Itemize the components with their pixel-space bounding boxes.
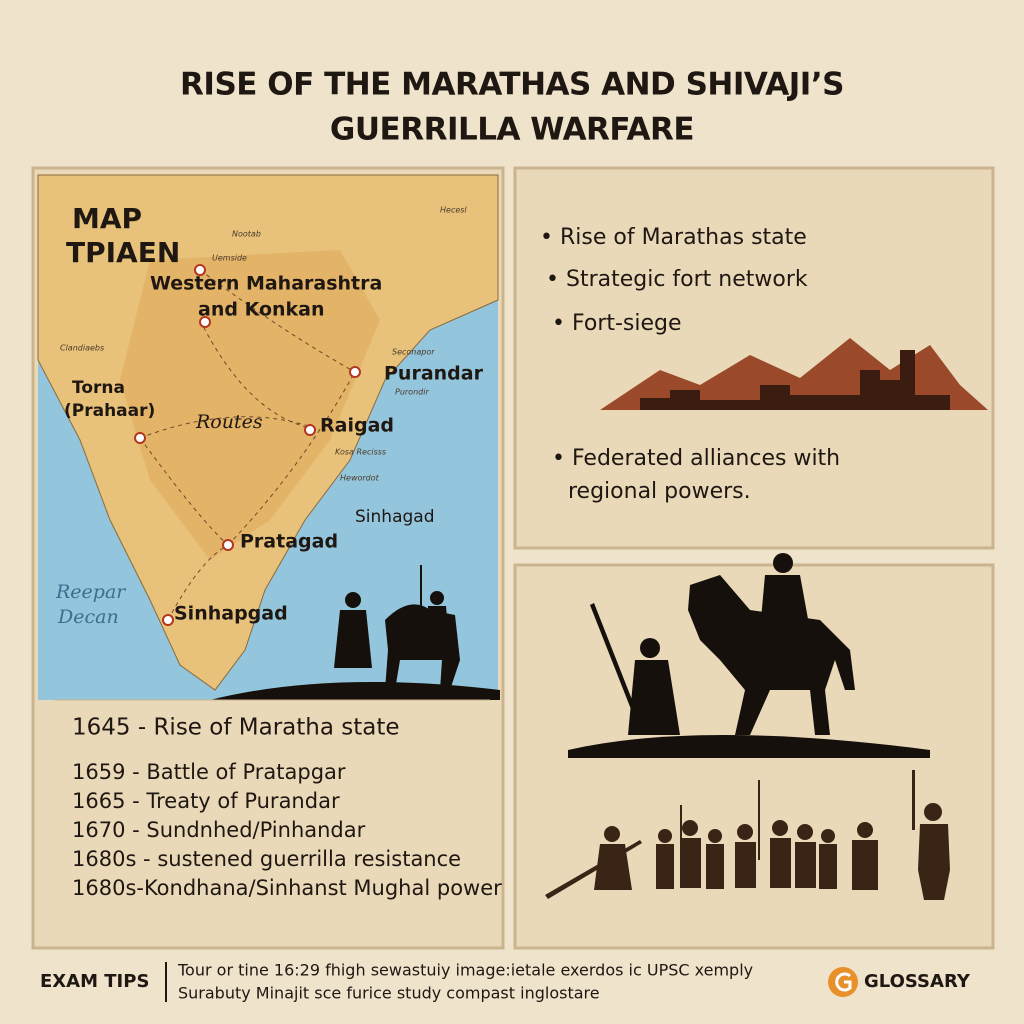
bullet-text: Strategic fort network: [566, 267, 808, 292]
bullet-item: • Fort-siege: [552, 311, 682, 336]
timeline-entry: 1645 - Rise of Maratha state: [72, 715, 400, 741]
exam-tip: Tour or tine 16:29 fhigh sewastuiy image…: [177, 961, 753, 980]
map-heading: TPIAEN: [66, 236, 180, 269]
map-place: Torna: [72, 378, 125, 398]
exam-tips-label: EXAM TIPS: [40, 971, 149, 992]
bullet-text: Federated alliances with: [572, 446, 840, 471]
map-minor-label: Hewordot: [340, 474, 380, 483]
map-region: and Konkan: [198, 299, 325, 321]
glossary-icon: [828, 967, 858, 997]
map-minor-label: Clandiaebs: [60, 344, 104, 353]
map-minor-label: Kosa Recisss: [335, 448, 386, 457]
bullet-text: Rise of Marathas state: [560, 225, 807, 250]
map-place: Pratagad: [240, 531, 338, 553]
route-lines: [139, 269, 356, 621]
soldier-silhouettes: [545, 770, 950, 900]
title: RISE OF THE MARATHAS AND SHIVAJI’S: [180, 67, 844, 103]
fort-silhouette: [640, 350, 950, 410]
cavalry-silhouette: [568, 553, 930, 758]
timeline-entry: 1680s-Kondhana/Sinhanst Mughal power: [72, 876, 502, 900]
map-minor-label: Nootab: [232, 230, 261, 239]
map-minor-label: Uemside: [212, 254, 247, 263]
warrior-silhouettes: [210, 565, 500, 700]
map-place: Purandar: [384, 363, 484, 385]
map-place: Sinhagad: [355, 507, 434, 527]
map-minor-label: Purondir: [395, 388, 429, 397]
fort-markers: [134, 264, 361, 626]
map-minor-label: Seconapor: [392, 348, 435, 357]
timeline-entry: 1680s - sustened guerrilla resistance: [72, 847, 461, 871]
bullet-text: regional powers.: [568, 479, 751, 504]
bullet-item: • Rise of Marathas state: [540, 225, 807, 250]
map-minor-label: Hecesl: [440, 206, 467, 215]
exam-tip: Surabuty Minajit sce furice study compas…: [178, 984, 600, 1003]
routes-label: Routes: [195, 411, 263, 433]
glossary-icon-glyph: [835, 972, 852, 992]
timeline-entry: 1659 - Battle of Pratapgar: [72, 760, 346, 784]
bullet-text: Fort-siege: [572, 311, 682, 336]
plateau: [120, 250, 380, 560]
map-place: Raigad: [320, 415, 394, 437]
timeline-entry: 1665 - Treaty of Purandar: [72, 789, 340, 813]
map-place: (Prahaar): [64, 401, 155, 421]
timeline-entry: 1670 - Sundnhed/Pinhandar: [72, 818, 366, 842]
sea-label: Reepar: [55, 581, 127, 603]
map-place: Sinhapgad: [174, 603, 288, 625]
glossary-link[interactable]: GLOSSARY: [864, 971, 971, 992]
title: GUERRILLA WARFARE: [330, 112, 694, 148]
bullet-item: • Federated alliances with: [552, 446, 840, 471]
bullet-item: • Strategic fort network: [546, 267, 808, 292]
map-heading: MAP: [72, 202, 142, 235]
map-region: Western Maharashtra: [150, 273, 382, 295]
sea-label: Decan: [57, 606, 119, 628]
